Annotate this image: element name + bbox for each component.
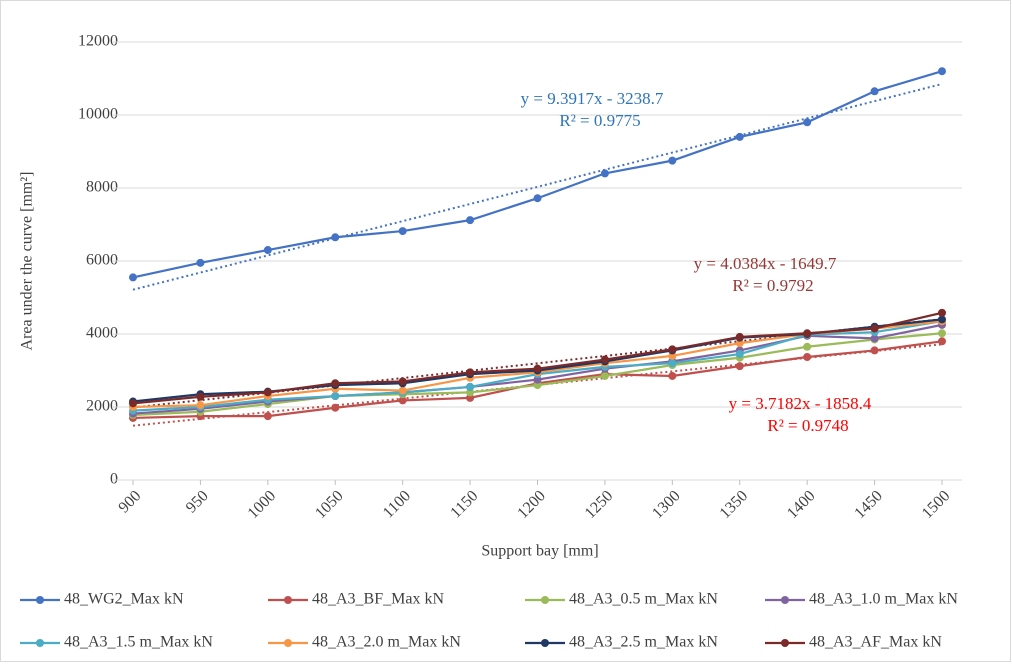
legend-label: 48_A3_AF_Max kN bbox=[809, 634, 942, 651]
y-tick-label: 12000 bbox=[78, 33, 118, 50]
y-tick-label: 4000 bbox=[86, 325, 118, 342]
data-point bbox=[735, 332, 744, 341]
data-point bbox=[466, 368, 475, 377]
legend-marker bbox=[781, 596, 789, 604]
data-point bbox=[263, 412, 272, 421]
data-point bbox=[803, 118, 812, 127]
legend-label: 48_WG2_Max kN bbox=[64, 591, 184, 608]
legend-label: 48_A3_2.0 m_Max kN bbox=[312, 634, 461, 651]
data-point bbox=[938, 308, 946, 317]
trendline-r2: R² = 0.9792 bbox=[732, 276, 813, 295]
data-point bbox=[533, 375, 542, 384]
data-point bbox=[938, 337, 946, 346]
data-point bbox=[668, 359, 677, 368]
legend-marker bbox=[284, 596, 292, 604]
data-point bbox=[398, 396, 407, 405]
data-point bbox=[533, 364, 542, 373]
legend-label: 48_A3_BF_Max kN bbox=[312, 591, 444, 608]
data-point bbox=[735, 132, 744, 141]
trendline-r2: R² = 0.9748 bbox=[767, 416, 848, 435]
data-point bbox=[803, 329, 812, 338]
data-point bbox=[735, 362, 744, 371]
legend-marker bbox=[36, 639, 44, 647]
data-point bbox=[331, 392, 340, 401]
data-point bbox=[870, 346, 879, 355]
data-point bbox=[668, 156, 677, 165]
data-point bbox=[668, 345, 677, 354]
legend-label: 48_A3_1.0 m_Max kN bbox=[809, 591, 958, 608]
legend-marker bbox=[541, 596, 549, 604]
data-point bbox=[600, 355, 609, 364]
legend-label: 48_A3_1.5 m_Max kN bbox=[64, 634, 213, 651]
data-point bbox=[870, 324, 879, 333]
data-point bbox=[398, 386, 407, 395]
data-point bbox=[803, 352, 812, 361]
y-tick-label: 0 bbox=[110, 471, 118, 488]
y-axis-title: Area under the curve [mm²] bbox=[19, 172, 36, 351]
trendline-equation: y = 3.7182x - 1858.4 bbox=[729, 394, 872, 413]
data-point bbox=[196, 392, 205, 401]
data-point bbox=[398, 377, 407, 386]
data-point bbox=[938, 315, 946, 324]
legend-label: 48_A3_0.5 m_Max kN bbox=[569, 591, 718, 608]
data-point bbox=[735, 350, 744, 359]
trendline-equation: y = 9.3917x - 3238.7 bbox=[521, 89, 664, 108]
data-point bbox=[600, 371, 609, 380]
data-point bbox=[938, 329, 946, 338]
data-point bbox=[129, 273, 137, 282]
legend-label: 48_A3_2.5 m_Max kN bbox=[569, 634, 718, 651]
data-point bbox=[870, 334, 879, 343]
data-point bbox=[803, 342, 812, 351]
data-point bbox=[263, 246, 272, 255]
data-point bbox=[263, 388, 272, 397]
trendline-r2: R² = 0.9775 bbox=[559, 111, 640, 130]
data-point bbox=[331, 403, 340, 412]
legend-marker bbox=[36, 596, 44, 604]
y-tick-label: 10000 bbox=[78, 106, 118, 123]
data-point bbox=[735, 339, 744, 348]
data-point bbox=[668, 351, 677, 360]
data-point bbox=[196, 401, 205, 410]
data-point bbox=[466, 382, 475, 391]
y-tick-label: 2000 bbox=[86, 398, 118, 415]
data-point bbox=[196, 258, 205, 267]
data-point bbox=[466, 388, 475, 397]
data-point bbox=[466, 216, 475, 225]
trendline-equation: y = 4.0384x - 1649.7 bbox=[694, 254, 837, 273]
legend-marker bbox=[781, 639, 789, 647]
data-point bbox=[533, 381, 542, 390]
data-point bbox=[466, 393, 475, 402]
data-point bbox=[600, 169, 609, 178]
data-point bbox=[533, 194, 542, 203]
trendline bbox=[132, 83, 943, 291]
data-point bbox=[331, 233, 340, 242]
data-point bbox=[938, 67, 946, 76]
data-point bbox=[129, 399, 137, 408]
y-tick-label: 6000 bbox=[86, 252, 118, 269]
y-tick-label: 8000 bbox=[86, 179, 118, 196]
data-point bbox=[668, 371, 677, 380]
data-point bbox=[398, 227, 407, 236]
x-axis-title: Support bay [mm] bbox=[481, 543, 598, 560]
legend-marker bbox=[541, 639, 549, 647]
data-point bbox=[870, 87, 879, 96]
data-point bbox=[331, 379, 340, 388]
legend-marker bbox=[284, 639, 292, 647]
